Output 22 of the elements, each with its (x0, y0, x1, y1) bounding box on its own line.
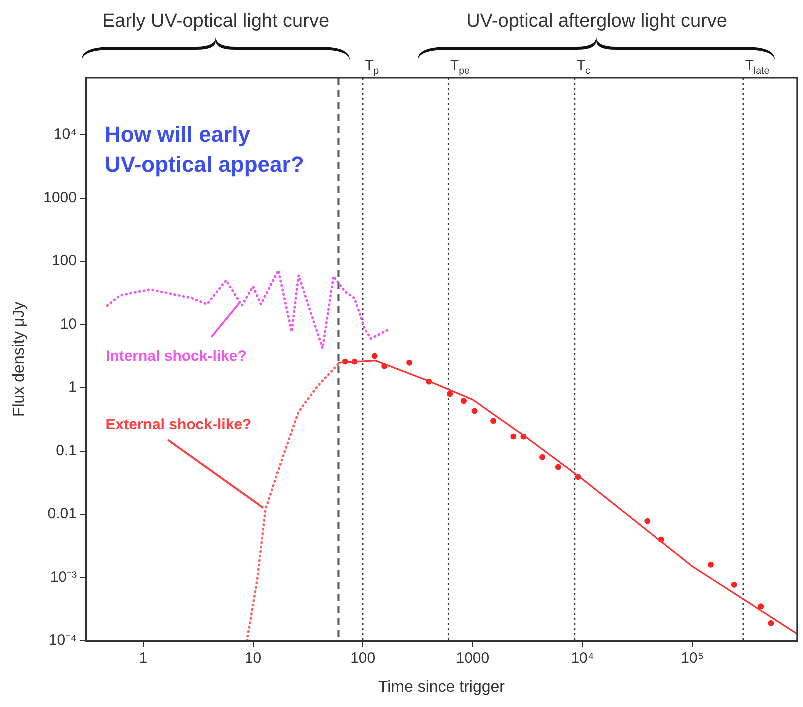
x-tick-label: 10 (244, 650, 262, 668)
y-tick-label: 100 (52, 252, 77, 270)
y-tick-label: 10 (60, 316, 77, 333)
y-tick-label: 10⁴ (54, 126, 77, 144)
y-tick-label: 0.01 (48, 506, 77, 523)
text: Early UV-optical light curve (102, 11, 330, 32)
y-tick-label: 1000 (44, 189, 77, 206)
annotation: External shock-like? (106, 416, 252, 434)
x-tick-label: 10⁴ (571, 650, 594, 668)
y-tick-label: 0.1 (56, 442, 77, 460)
y-tick-label: 1 (68, 379, 77, 396)
annotation: Internal shock-like? (106, 348, 247, 365)
text: UV-optical afterglow light curve (466, 11, 728, 32)
x-tick-label: 1 (139, 650, 148, 668)
x-tick-label: 1000 (456, 650, 490, 668)
x-axis-title: Time since trigger (378, 678, 506, 696)
y-tick-label: 10⁻³ (50, 568, 77, 586)
x-tick-label: 100 (350, 650, 376, 668)
y-tick-label: 10⁻⁴ (48, 632, 77, 650)
x-tick-label: 10⁵ (681, 650, 704, 668)
annotation: How will early UV-optical appear? (105, 122, 304, 177)
y-axis-title: Flux density μJy (11, 302, 28, 418)
